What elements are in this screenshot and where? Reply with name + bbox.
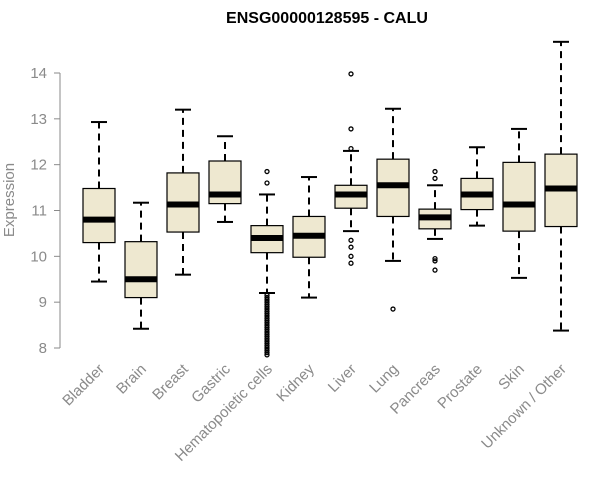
y-tick-label: 9 <box>39 294 47 311</box>
box-lung <box>376 107 410 312</box>
y-tick-label: 13 <box>30 111 47 128</box>
outlier-point <box>348 71 354 77</box>
x-tick-label: Kidney <box>273 360 318 405</box>
y-tick-label: 12 <box>30 157 47 174</box>
outlier-point <box>348 253 354 259</box>
box-iqr <box>124 241 158 299</box>
outlier-point <box>432 255 438 262</box>
chart-title: ENSG00000128595 - CALU <box>226 10 428 27</box>
x-tick-label: Breast <box>149 360 192 403</box>
outlier-point <box>264 349 270 356</box>
x-tick-label: Bladder <box>59 361 108 410</box>
outlier-point <box>264 168 270 175</box>
y-tick-label: 11 <box>31 203 47 220</box>
outlier-point <box>264 180 270 186</box>
outlier-point <box>432 258 438 264</box>
y-axis: 8 9 10 11 12 13 14 <box>30 65 61 357</box>
x-tick-label: Prostate <box>434 361 486 413</box>
x-tick-label: Liver <box>325 361 360 396</box>
box-hematopoietic-cells <box>250 168 284 358</box>
x-tick-label: Brain <box>113 361 150 398</box>
y-tick-label: 8 <box>39 340 47 357</box>
box-unknown-other <box>544 40 578 332</box>
box-gastric <box>208 135 242 223</box>
outlier-point <box>348 237 354 243</box>
box-prostate <box>460 146 494 227</box>
y-axis-label: Expression <box>1 163 18 237</box>
outlier-point <box>264 352 270 358</box>
x-tick-label: Lung <box>366 361 402 397</box>
y-tick-label: 14 <box>30 65 47 82</box>
outlier-point <box>432 175 438 182</box>
box-group <box>82 40 578 358</box>
y-tick-label: 10 <box>30 248 47 265</box>
outlier-point <box>348 126 354 132</box>
box-skin <box>502 127 536 279</box>
box-brain <box>124 201 158 330</box>
outlier-point <box>432 168 438 175</box>
outlier-point <box>348 145 354 152</box>
box-breast <box>166 108 200 276</box>
box-bladder <box>82 121 116 283</box>
box-pancreas <box>418 168 452 273</box>
outlier-point <box>432 267 438 273</box>
outlier-point <box>348 244 354 250</box>
box-kidney <box>292 176 326 299</box>
box-iqr <box>502 161 536 232</box>
x-tick-label: Skin <box>495 361 528 394</box>
outlier-point <box>348 260 354 266</box>
outlier-point <box>390 306 396 312</box>
box-liver <box>334 71 368 266</box>
box-iqr <box>82 187 116 244</box>
